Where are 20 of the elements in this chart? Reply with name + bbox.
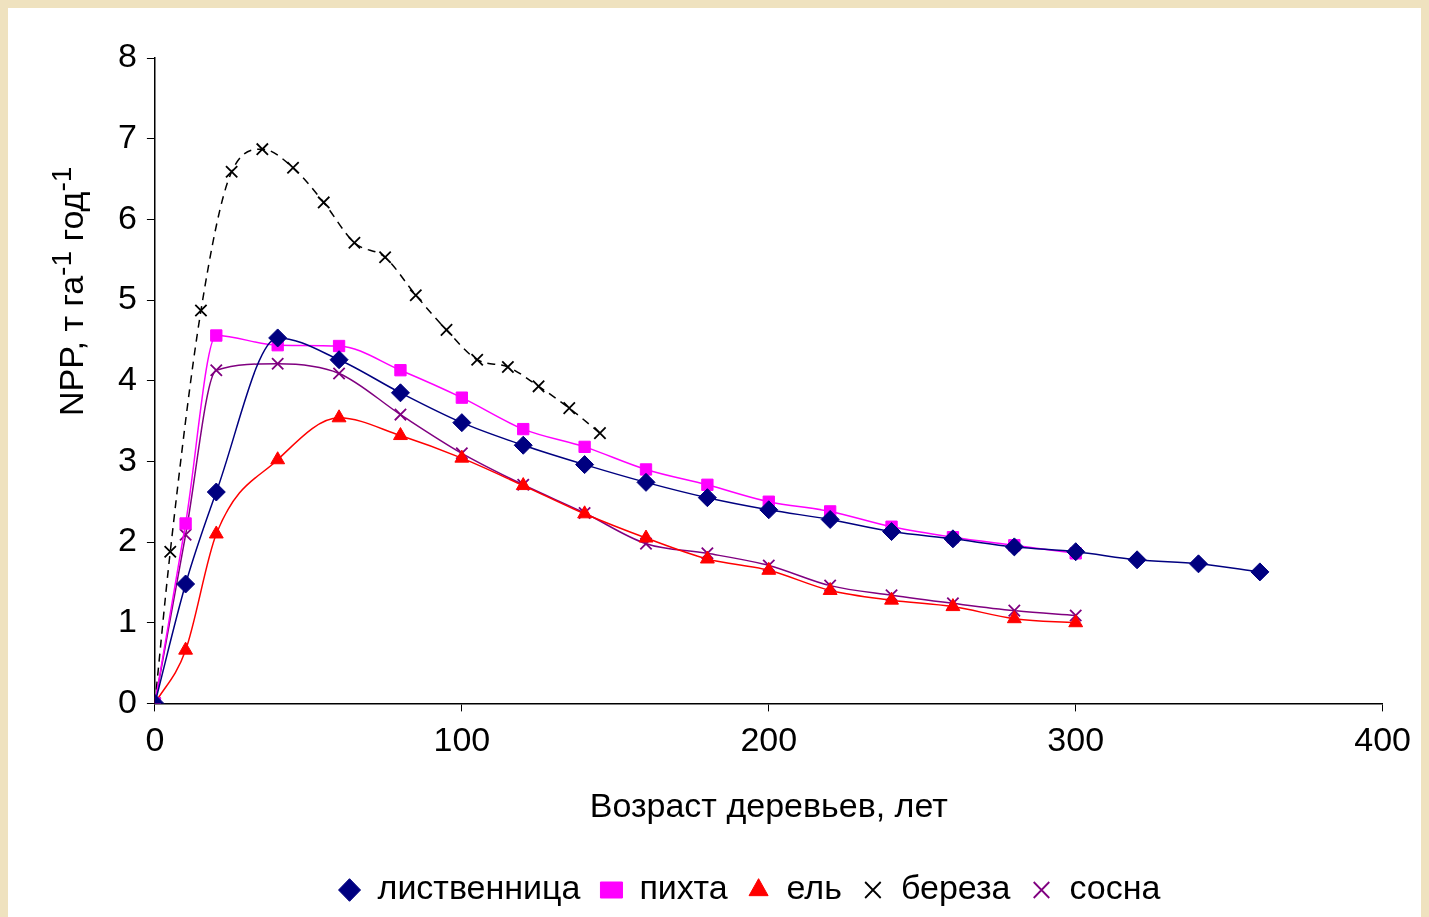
legend-label: сосна — [1069, 868, 1161, 907]
y-tick-label: 5 — [117, 278, 137, 317]
x-tick-label: 400 — [1354, 720, 1411, 759]
y-tick-label: 8 — [117, 36, 137, 75]
x-tick-label: 0 — [145, 720, 165, 759]
legend-label: лиственница — [377, 868, 581, 907]
x-tick-label: 300 — [1047, 720, 1105, 759]
y-tick-label: 1 — [117, 601, 137, 640]
legend-label: пихта — [639, 868, 728, 907]
x-tick-label: 200 — [740, 720, 798, 759]
y-tick-label: 7 — [117, 117, 137, 156]
x-tick-label: 100 — [433, 720, 491, 759]
legend-label: ель — [786, 868, 842, 907]
legend-label: береза — [900, 868, 1011, 907]
y-tick-label: 6 — [117, 197, 137, 236]
y-tick-label: 0 — [117, 681, 137, 720]
y-tick-label: 4 — [117, 359, 137, 398]
y-tick-label: 3 — [117, 439, 137, 478]
y-tick-label: 2 — [117, 520, 137, 559]
x-axis-title: Возраст деревьев, лет — [589, 785, 948, 824]
